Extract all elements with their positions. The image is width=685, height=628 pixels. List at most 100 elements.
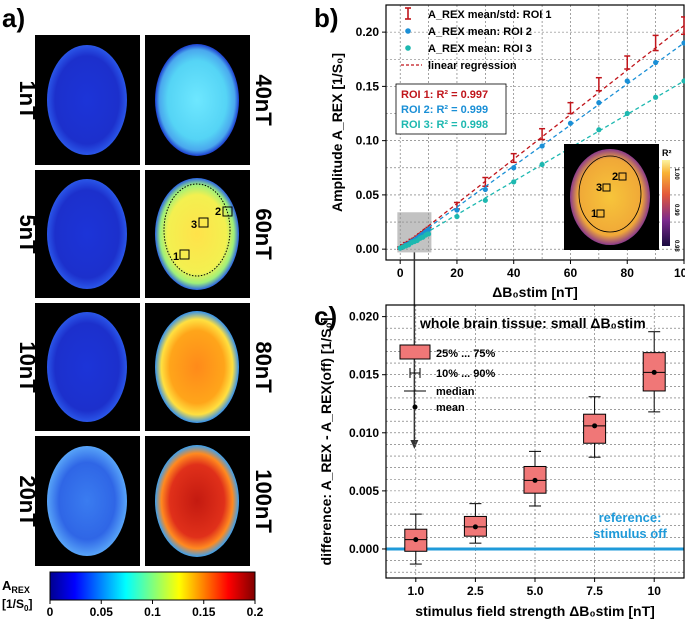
mri-slice-5nt <box>47 179 127 289</box>
panel-b-label: b) <box>314 3 339 33</box>
panel-c-chart: whole brain tissue: small ΔB₀stim 1.0 2.5 5… <box>318 304 685 619</box>
mri-slice-20nt <box>47 446 127 556</box>
data-point <box>482 197 488 203</box>
label-60nt: 60nT <box>251 208 276 260</box>
data-point <box>539 143 545 149</box>
roi-1-label: 1 <box>173 251 179 263</box>
data-point <box>425 231 432 237</box>
mri-slice-100nt <box>155 445 239 557</box>
y-tick-label: 0.20 <box>356 25 380 39</box>
mri-slice-60nt <box>155 178 239 290</box>
x-tick-label: 7.5 <box>586 584 603 598</box>
y-tick-label: 0.010 <box>349 426 379 440</box>
mri-slice-10nt <box>47 312 127 422</box>
mri-row-1 <box>35 35 250 165</box>
colorbar-title: AREX <box>2 578 30 595</box>
inset-colorbar <box>662 160 670 246</box>
data-point <box>624 78 630 84</box>
r2-box <box>395 83 507 135</box>
colorbar-tick-label: 0.15 <box>192 605 216 619</box>
roi-1-box <box>179 249 190 260</box>
brain-tissue-outline <box>163 183 231 277</box>
x-tick-label: 60 <box>564 266 578 280</box>
y-tick-label: 0.020 <box>349 310 379 324</box>
box-mean <box>592 423 598 429</box>
data-point <box>653 59 659 66</box>
label-20nt: 20nT <box>15 475 40 527</box>
x-tick-label: 80 <box>621 266 635 280</box>
inset-colorbar-tick: 0.98 <box>673 240 679 252</box>
y-axis-title: difference: A_REX - A_REX(off) [1/S₀] <box>318 318 334 566</box>
mri-slice-1nt <box>47 45 127 155</box>
roi-2-box <box>222 206 233 217</box>
inset-colorbar-tick: 0.99 <box>673 204 679 216</box>
legend-entry: A_REX mean: ROI 2 <box>428 26 532 38</box>
mri-slice-80nt <box>155 311 239 423</box>
reference-label-2: stimulus off <box>593 526 667 541</box>
r2-label: ROI 2: R² = 0.999 <box>401 104 488 116</box>
data-point <box>511 179 517 185</box>
r2-label: ROI 1: R² = 0.997 <box>401 89 488 101</box>
colorbar-tick-label: 0 <box>47 605 54 619</box>
x-tick-label: 20 <box>450 266 464 280</box>
reference-label-1: reference: <box>599 510 662 525</box>
data-point <box>482 186 488 193</box>
data-point <box>596 100 602 106</box>
mri-row-4 <box>35 436 250 566</box>
box-iqr <box>583 413 607 444</box>
x-axis-title: ΔB₀stim [nT] <box>492 284 578 300</box>
mri-slice-40nt <box>155 44 239 156</box>
label-10nt: 10nT <box>15 341 40 393</box>
y-tick-label: 0.00 <box>356 242 380 256</box>
roi-2-label: 2 <box>215 206 221 218</box>
panel-c-title: whole brain tissue: small ΔB₀stim <box>419 315 646 331</box>
x-tick-label: 2.5 <box>467 584 484 598</box>
colorbar-unit: [1/S0] <box>2 597 32 613</box>
colorbar-ticks: 0 0.05 0.1 0.15 0.2 <box>47 600 264 619</box>
label-100nt: 100nT <box>251 469 276 533</box>
legend-box-icon <box>399 344 431 360</box>
data-point <box>596 127 602 133</box>
y-tick-label: 0.000 <box>349 542 379 556</box>
x-tick-label: 100 <box>674 266 685 280</box>
mri-row-3 <box>35 303 250 431</box>
box-mean <box>532 477 538 483</box>
legend-regression: linear regression <box>428 60 517 72</box>
inset-outline <box>578 155 642 233</box>
colorbar-arex <box>49 571 256 601</box>
panel-a-label: a) <box>2 3 25 33</box>
legend-marker <box>405 28 411 34</box>
data-point <box>454 207 460 213</box>
legend-entry: 10% ... 90% <box>436 368 496 380</box>
y-tick-label: 0.15 <box>356 79 380 93</box>
data-point <box>653 94 659 100</box>
y-axis-title: Amplitude A_REX [1/S₀] <box>329 53 345 212</box>
x-tick-label: 1.0 <box>407 584 424 598</box>
data-point <box>624 110 630 117</box>
inset-roi-box <box>618 172 627 181</box>
box-mean <box>472 524 478 530</box>
colorbar-tick-label: 0.1 <box>144 605 161 619</box>
panel-c-label: c) <box>314 301 337 331</box>
inset-colorbar-title: R² <box>662 148 672 158</box>
data-point <box>681 40 685 46</box>
legend-entry: median <box>436 386 475 398</box>
data-point <box>567 120 574 126</box>
y-tick-label: 0.015 <box>349 368 379 382</box>
x-tick-label: 5.0 <box>527 584 544 598</box>
y-tick-label: 0.005 <box>349 484 379 498</box>
label-1nt: 1nT <box>15 80 40 120</box>
colorbar-tick-label: 0.2 <box>247 605 264 619</box>
legend-entry: 25% ... 75% <box>436 348 496 360</box>
label-5nt: 5nT <box>15 214 40 254</box>
legend-entry: mean <box>436 402 465 414</box>
x-axis-title: stimulus field strength ΔB₀stim [nT] <box>415 603 655 619</box>
legend-entry: A_REX mean: ROI 3 <box>428 43 532 55</box>
label-40nt: 40nT <box>251 74 276 126</box>
mri-row-2 <box>35 170 250 298</box>
data-point <box>539 161 545 168</box>
inset-brain <box>570 149 650 245</box>
legend-marker <box>405 45 411 51</box>
y-tick-label: 0.05 <box>356 188 380 202</box>
